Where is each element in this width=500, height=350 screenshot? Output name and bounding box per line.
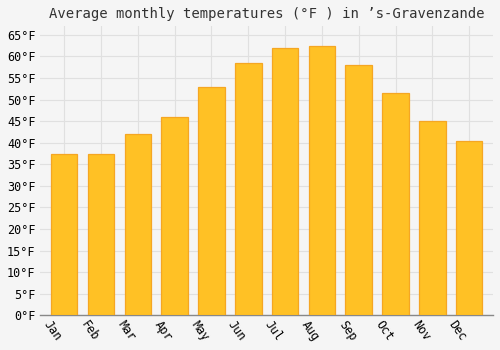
Bar (198, 87, 224, 315)
Bar (235, 63, 262, 315)
Bar (124, 134, 151, 315)
Bar (419, 121, 446, 315)
Bar (346, 65, 372, 315)
Bar (456, 141, 482, 315)
Bar (272, 48, 298, 315)
Bar (162, 117, 188, 315)
Bar (88, 154, 115, 315)
Bar (51, 154, 78, 315)
Bar (382, 93, 409, 315)
Title: Average monthly temperatures (°F ) in ’s-Gravenzande: Average monthly temperatures (°F ) in ’s… (49, 7, 484, 21)
Bar (308, 46, 335, 315)
